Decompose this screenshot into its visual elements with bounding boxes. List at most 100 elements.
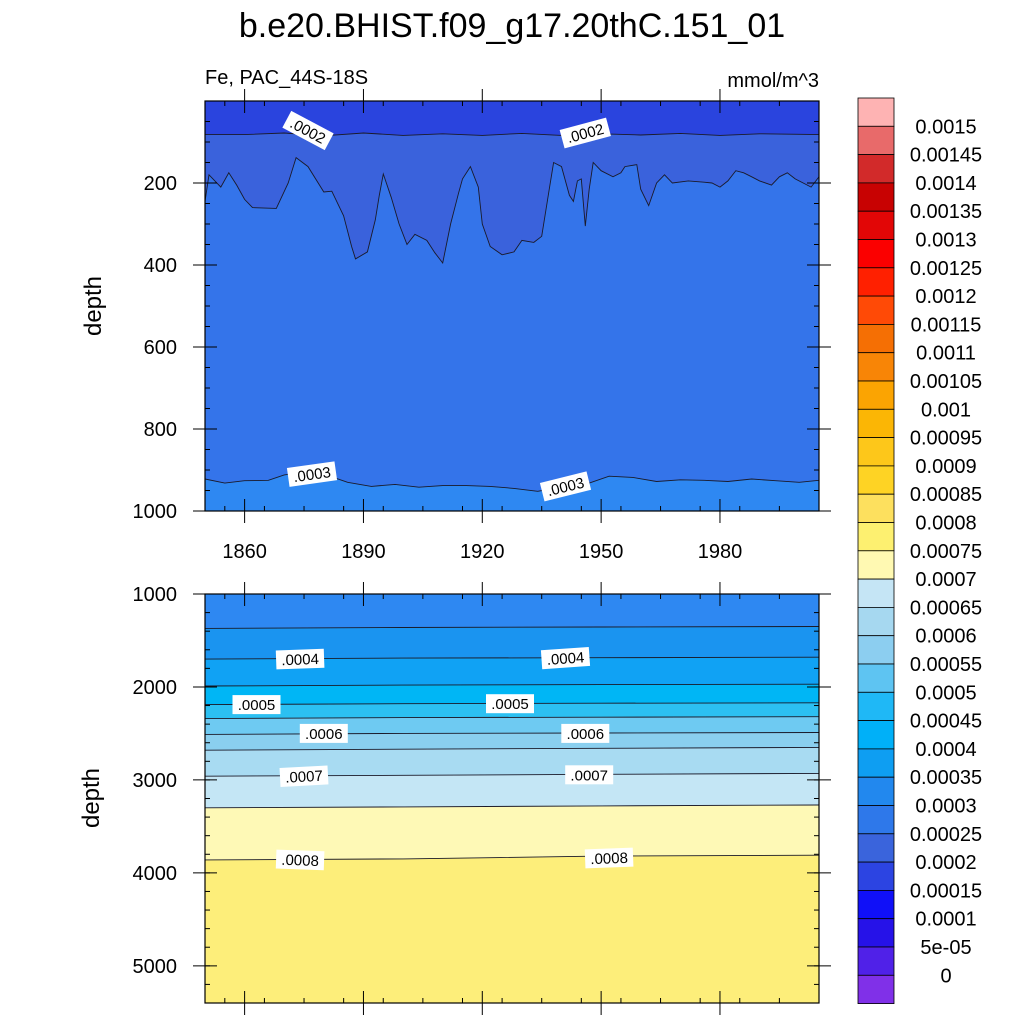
contour-line-lower-4 <box>205 716 819 720</box>
contour-label-box <box>486 694 534 714</box>
colorbar-label: 0.00055 <box>910 654 982 676</box>
colorbar-label: 0.00045 <box>910 711 982 733</box>
contour-label-text: .0003 <box>292 464 332 486</box>
contour-label-text: .0006 <box>305 726 343 743</box>
colorbar-label: 0.0005 <box>915 682 976 704</box>
colorbar-box <box>857 635 895 665</box>
colorbar: 0.0015 0.00145 0.0014 0.00135 0.0013 0.00125 0… <box>857 97 982 1004</box>
colorbar-box <box>857 974 895 1004</box>
colorbar-label: 0.00035 <box>910 767 982 789</box>
colorbar-label: 0.00125 <box>910 258 982 280</box>
contour-label-text: .0005 <box>491 696 529 713</box>
contour-label-text: .0004 <box>546 649 585 669</box>
contour-label-box <box>275 849 325 871</box>
colorbar-label: 0.00095 <box>910 428 982 450</box>
colorbar-label: 0.00075 <box>910 541 982 563</box>
upper-y-axis-label: depth <box>80 276 107 336</box>
contour-label-text: .0008 <box>281 852 319 870</box>
colorbar-label: 0.00015 <box>910 880 982 902</box>
colorbar-box <box>857 607 895 637</box>
y-tick-label-upper: 200 <box>144 173 177 195</box>
x-tick-label: 1860 <box>222 541 267 563</box>
contour-label-text: .0004 <box>281 651 319 669</box>
colorbar-label: 0.0001 <box>915 909 976 931</box>
colorbar-label: 0 <box>940 965 951 987</box>
colorbar-box <box>857 861 895 891</box>
x-tick-label: 1950 <box>579 541 624 563</box>
colorbar-box <box>857 493 895 523</box>
contour-label-text: .0007 <box>570 767 608 784</box>
colorbar-label: 0.0014 <box>915 173 976 195</box>
contour-label-lower-4: .0006 <box>299 723 348 743</box>
colorbar-label: 0.00115 <box>911 314 982 336</box>
colorbar-box <box>857 295 895 325</box>
colorbar-label: 0.0007 <box>915 569 976 591</box>
contour-label-box <box>299 723 348 743</box>
contour-label-lower-3: .0005 <box>486 694 534 714</box>
colorbar-box <box>857 833 895 863</box>
contour-label-lower-6: .0007 <box>279 765 329 787</box>
y-tick-label-upper: 800 <box>144 419 177 441</box>
contour-label-lower-9: .0008 <box>584 847 634 869</box>
contour-line-lower-8 <box>205 804 819 809</box>
contour-label-lower-1: .0004 <box>540 646 591 670</box>
contour-label-box <box>559 117 611 149</box>
colorbar-box <box>857 578 895 608</box>
contour-label-box <box>279 765 329 787</box>
colorbar-box <box>857 550 895 580</box>
y-tick-label-lower: 5000 <box>133 956 178 978</box>
band-lower-10 <box>205 854 819 1003</box>
colorbar-box <box>857 663 895 693</box>
contour-label-box <box>539 471 592 502</box>
contour-label-lower-7: .0007 <box>565 765 614 785</box>
colorbar-box <box>857 776 895 806</box>
colorbar-label: 0.0015 <box>915 116 976 138</box>
upper-panel: .0002.0002.0003.0003 2004006008001000186… <box>80 89 831 563</box>
contour-label-box <box>232 695 281 715</box>
x-tick-label: 1980 <box>698 541 743 563</box>
y-tick-label-upper: 600 <box>144 337 177 359</box>
colorbar-box <box>857 352 895 382</box>
colorbar-box <box>857 125 895 156</box>
band-lower-0 <box>205 594 819 629</box>
colorbar-label: 0.0008 <box>915 513 976 535</box>
colorbar-label: 0.00145 <box>910 145 982 167</box>
colorbar-box <box>857 323 895 354</box>
y-tick-label-lower: 4000 <box>133 863 178 885</box>
colorbar-box <box>857 97 895 127</box>
colorbar-box <box>857 154 895 184</box>
colorbar-label: 0.0012 <box>915 286 976 308</box>
colorbar-label: 0.00135 <box>910 201 982 223</box>
contour-line-upper-1 <box>205 156 819 265</box>
contour-label-lower-5: .0006 <box>561 723 610 743</box>
band-lower-5 <box>205 716 819 735</box>
contour-line-lower-0 <box>205 626 819 629</box>
colorbar-label: 0.0011 <box>916 343 976 365</box>
colorbar-box <box>857 380 895 410</box>
contour-label-lower-0: .0004 <box>275 648 325 670</box>
contour-label-box <box>584 847 634 869</box>
contour-label-box <box>275 648 325 670</box>
contour-label-box <box>540 646 591 670</box>
contour-label-text: .0008 <box>590 850 628 868</box>
colorbar-box <box>857 946 895 976</box>
colorbar-label: 0.00025 <box>910 824 982 846</box>
contour-label-lower-2: .0005 <box>232 695 281 715</box>
colorbar-box <box>857 267 895 297</box>
colorbar-box <box>857 720 895 750</box>
colorbar-box <box>857 465 895 495</box>
chart-subtitle: Fe, PAC_44S-18S <box>205 67 368 89</box>
colorbar-box <box>857 691 895 721</box>
contour-label-text: .0006 <box>567 726 605 743</box>
contour-label-text: .0005 <box>238 697 276 714</box>
contour-label-box <box>565 765 614 785</box>
colorbar-label: 0.0004 <box>915 739 976 761</box>
y-tick-label-lower: 2000 <box>133 677 178 699</box>
colorbar-label: 0.00105 <box>910 371 982 393</box>
colorbar-box <box>857 890 895 920</box>
contour-line-lower-2 <box>205 683 819 687</box>
colorbar-box <box>857 408 895 438</box>
colorbar-label: 0.0006 <box>915 626 976 648</box>
colorbar-label: 0.0002 <box>915 852 976 874</box>
colorbar-label: 0.00065 <box>910 597 982 619</box>
